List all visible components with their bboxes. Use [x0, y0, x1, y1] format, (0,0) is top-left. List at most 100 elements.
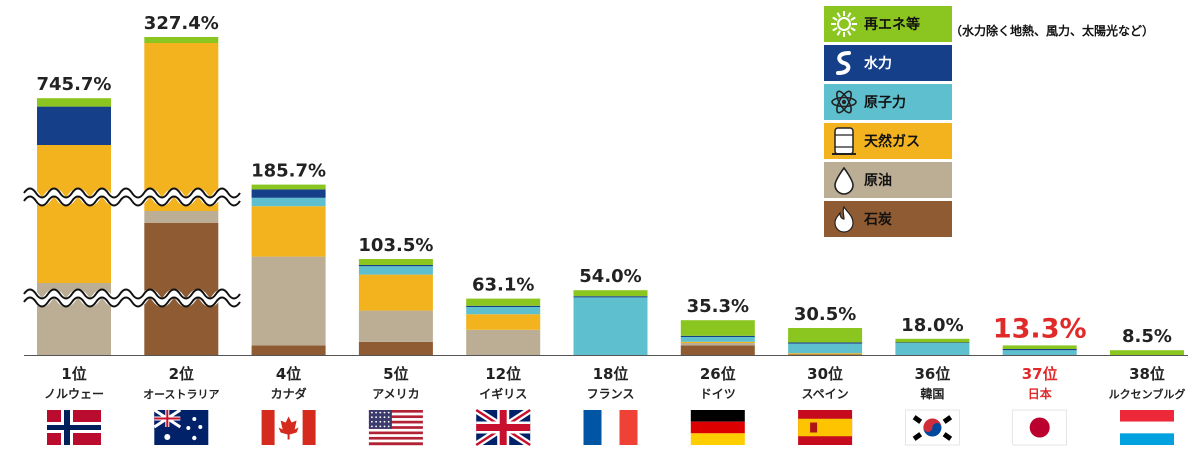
- bar-segment: [573, 290, 648, 297]
- bar-segment: [37, 106, 111, 145]
- data-label: 8.5%: [1122, 326, 1172, 347]
- data-label: 63.1%: [472, 275, 534, 296]
- legend-item: 再エネ等: [824, 6, 952, 42]
- bar-stack: [358, 259, 433, 355]
- tick-label-rank: 12位: [485, 365, 521, 383]
- tick-label-country: オーストラリア: [143, 388, 219, 401]
- legend-item: 石炭: [824, 201, 952, 237]
- bar-segment: [466, 307, 541, 315]
- usa-flag-icon: [368, 410, 423, 446]
- legend-item: 天然ガス: [824, 123, 952, 159]
- uk-flag-icon: [474, 407, 533, 448]
- data-label: 185.7%: [251, 161, 326, 182]
- legend-item: 原油: [824, 162, 952, 198]
- bar-segment: [144, 37, 219, 43]
- bar-segment: [37, 145, 111, 283]
- bar-segment: [680, 335, 755, 337]
- bar-stack: [895, 338, 970, 355]
- bar-segment: [466, 329, 541, 355]
- bar-segment: [466, 305, 541, 307]
- canada-flag-icon: [261, 410, 316, 445]
- bar-stack: [251, 184, 326, 355]
- spain-flag-icon: [798, 410, 853, 445]
- luxembourg-flag-icon: [1120, 410, 1174, 445]
- bar-stack: [466, 298, 541, 355]
- legend-label: 原子力: [864, 95, 906, 111]
- bar-segment: [788, 353, 863, 355]
- axis-break-mark: [23, 288, 241, 300]
- bar-segment: [251, 197, 326, 207]
- bar-segment: [1110, 350, 1184, 355]
- data-label: 103.5%: [358, 235, 433, 256]
- data-label: 327.4%: [144, 13, 219, 34]
- tick-label-country: ルクセンブルグ: [1109, 387, 1186, 401]
- bar-segment: [358, 274, 433, 311]
- tick-label-country: スペイン: [802, 387, 849, 401]
- bar-segment: [680, 320, 755, 336]
- bar-segment: [358, 341, 433, 355]
- tick-label-country: 日本: [1028, 386, 1052, 401]
- legend-item: 原子力: [824, 84, 952, 120]
- bar-segment: [788, 342, 863, 344]
- axis-break-gap: [20, 289, 244, 307]
- france-flag-icon: [583, 410, 638, 445]
- bar-segment: [251, 189, 326, 198]
- tick-label-rank: 18位: [593, 365, 629, 383]
- bar-segment: [788, 354, 863, 355]
- bar-segment: [358, 266, 433, 275]
- bar-segment: [1002, 345, 1077, 349]
- tick-label-country: ドイツ: [700, 387, 736, 401]
- tick-label-country: フランス: [587, 387, 635, 401]
- tick-label-rank: 37位: [1022, 365, 1058, 383]
- tick-label-rank: 5位: [383, 365, 408, 383]
- germany-flag-icon: [690, 410, 745, 445]
- fire-icon: [824, 201, 864, 237]
- tick-label-rank: 36位: [914, 365, 950, 383]
- axis-break-mark: [23, 296, 241, 308]
- legend-label: 水力: [864, 56, 892, 72]
- bar-segment: [358, 310, 433, 342]
- gas-tank-icon: [824, 123, 864, 159]
- bar-stack: [1002, 345, 1077, 355]
- tick-label-rank: 1位: [61, 365, 86, 383]
- bar-stack: [144, 37, 219, 355]
- legend-note: （水力除く地熱、風力、太陽光など）: [950, 24, 1155, 38]
- atom-icon: [824, 84, 864, 120]
- tick-label-rank: 30位: [807, 365, 843, 383]
- sun-icon: [824, 6, 864, 42]
- legend-label: 原油: [864, 173, 892, 189]
- japan-flag-icon: [1012, 409, 1067, 446]
- data-label: 745.7%: [37, 74, 112, 95]
- bar-stack: [573, 290, 648, 355]
- bar-segment: [680, 343, 755, 346]
- bar-segment: [680, 341, 755, 343]
- bar-segment: [251, 184, 326, 190]
- bar-stack: [1110, 350, 1184, 355]
- axis-break-mark: [23, 187, 241, 199]
- bar-segment: [144, 43, 219, 211]
- tick-label-rank: 38位: [1129, 365, 1165, 383]
- bar-segment: [251, 206, 326, 257]
- legend-label: 石炭: [864, 212, 892, 228]
- bar-segment: [1002, 349, 1077, 351]
- drop-icon: [824, 162, 864, 198]
- bar-segment: [680, 337, 755, 342]
- bar-segment: [37, 98, 111, 107]
- tick-label-country: アメリカ: [372, 387, 419, 401]
- bar-segment: [144, 211, 219, 223]
- data-label: 35.3%: [687, 296, 749, 317]
- tick-label-rank: 2位: [169, 365, 194, 383]
- axis-break-gap: [20, 188, 244, 206]
- bar-segment: [680, 345, 755, 355]
- tick-label-country: カナダ: [271, 386, 307, 401]
- bar-segment: [466, 314, 541, 330]
- tick-label-rank: 26位: [700, 365, 736, 383]
- bar-stack: [788, 328, 863, 355]
- tick-label-rank: 4位: [276, 365, 301, 383]
- tick-label-country: 韓国: [920, 386, 944, 401]
- legend-item: 水力: [824, 45, 952, 81]
- water-icon: [824, 45, 864, 81]
- bar-stack: [680, 320, 755, 355]
- korea-flag-icon: [905, 409, 960, 446]
